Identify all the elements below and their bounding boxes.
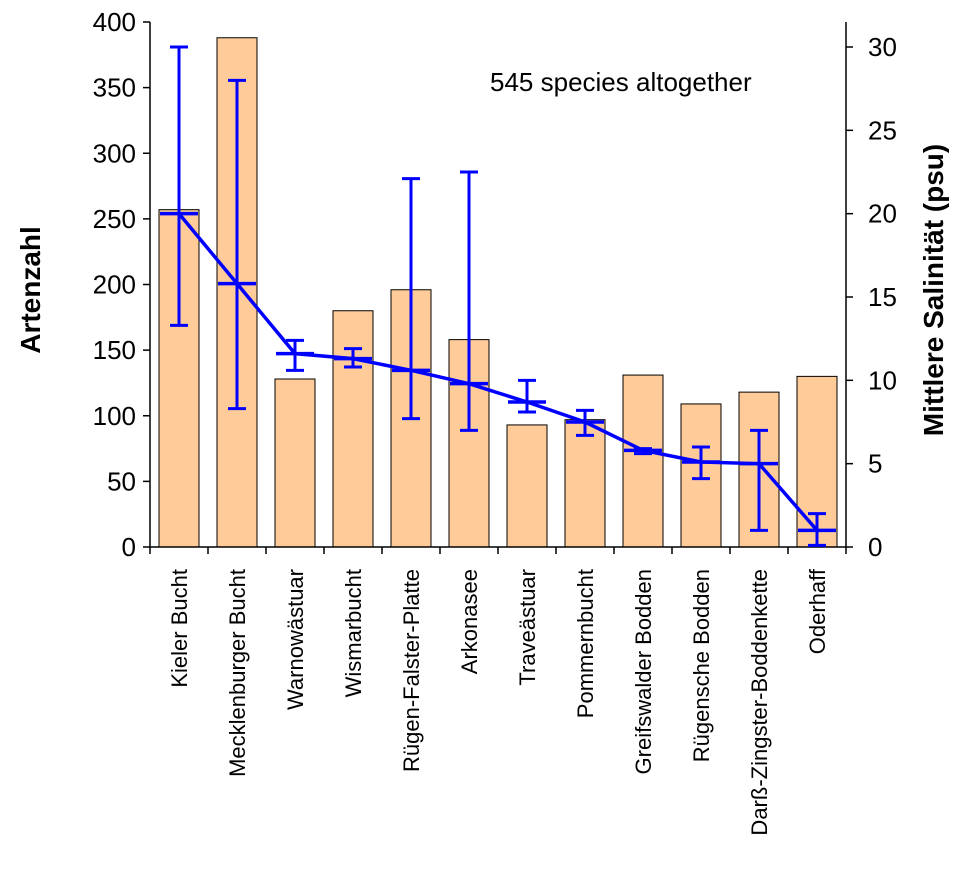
y-tick-label: 300 (93, 138, 136, 168)
y-tick-label: 350 (93, 73, 136, 103)
x-category-label: Rügen-Falster-Platte (399, 569, 424, 772)
labels-layer: 0 50 100 150 200 250 300 350 400 0 5 10 15 20 25 30 Kiel… (93, 7, 897, 836)
bar (622, 374, 664, 548)
y-axis-title: Artenzahl (15, 226, 46, 354)
x-category-label: Darß-Zingster-Boddenkette (747, 569, 772, 836)
bar (332, 310, 374, 548)
bar (564, 419, 606, 548)
x-category-label: Greifswalder Bodden (631, 569, 656, 774)
bar (506, 424, 548, 548)
salinity-line-layer (160, 45, 836, 547)
y2-tick-label: 20 (868, 199, 897, 229)
y-tick-label: 50 (107, 466, 136, 496)
x-category-label: Arkonasee (457, 569, 482, 674)
bars-layer (158, 37, 838, 548)
y-tick-label: 200 (93, 270, 136, 300)
y2-tick-label: 0 (868, 532, 882, 562)
y-tick-label: 150 (93, 335, 136, 365)
x-category-label: Kieler Bucht (167, 569, 192, 688)
x-category-label: Oderhaff (805, 568, 830, 654)
x-category-label: Rügensche Bodden (689, 569, 714, 762)
x-category-label: Pommernbucht (573, 569, 598, 718)
x-category-label: Warnowästuar (283, 569, 308, 710)
x-category-label: Traveästuar (515, 569, 540, 686)
y2-tick-label: 30 (868, 32, 897, 62)
y2-tick-label: 15 (868, 282, 897, 312)
axes-layer (143, 21, 853, 554)
y2-axis-title: Mittlere Salinität (psu) (918, 144, 949, 436)
x-category-label: Wismarbucht (341, 569, 366, 697)
y2-tick-label: 25 (868, 115, 897, 145)
y-tick-label: 250 (93, 204, 136, 234)
y2-tick-label: 5 (868, 449, 882, 479)
bar (274, 378, 316, 548)
x-category-label: Mecklenburger Bucht (225, 569, 250, 777)
y-tick-label: 400 (93, 7, 136, 37)
y-tick-label: 100 (93, 401, 136, 431)
y-tick-label: 0 (122, 532, 136, 562)
annotation: 545 species altogether (490, 67, 752, 97)
y2-tick-label: 10 (868, 365, 897, 395)
